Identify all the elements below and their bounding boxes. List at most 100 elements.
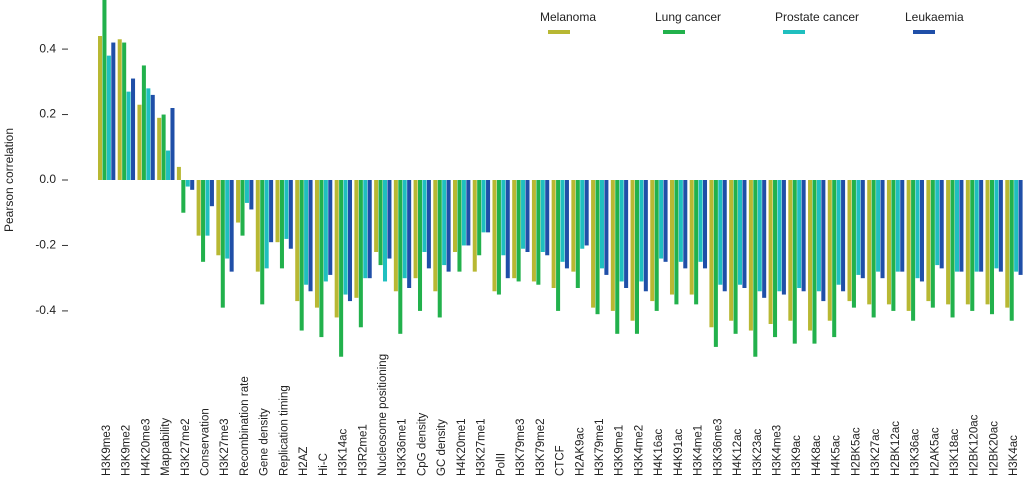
bar [900,180,905,272]
bar [926,180,931,302]
bar [959,180,964,272]
bar [496,180,501,295]
bar [768,180,773,324]
bar [816,180,821,292]
bar [319,180,324,338]
bar [659,180,664,259]
bar [753,180,758,357]
bar [876,180,881,272]
x-tick-label: H4K20me1 [456,418,468,476]
x-tick-label: H3K9ac [791,435,803,476]
bar [808,180,813,331]
bar [773,180,778,338]
bar [98,36,103,180]
x-tick-label: H3K9me1 [614,425,626,476]
bar [974,180,979,272]
bar [374,180,379,252]
bar [209,180,214,207]
bar [540,180,545,252]
legend-swatch [663,30,685,34]
bar [255,180,260,272]
bar [836,180,841,285]
bar [792,180,797,344]
bar [363,180,368,279]
bar [387,180,392,259]
bar [334,180,339,318]
bar [264,180,269,269]
legend-swatch [548,30,570,34]
bar [477,180,482,256]
x-tick-label: Hi-C [318,453,330,476]
x-tick-label: H3K4me2 [633,425,645,476]
bar [216,180,221,256]
bar [812,180,817,344]
bar [536,180,541,285]
x-tick-label: H3K9me3 [101,425,113,476]
bar [718,180,723,285]
x-tick-label: H2BK12ac [890,421,902,476]
bar [841,180,846,292]
x-tick-label: PolII [495,453,507,476]
x-tick-label: H3K4ac [1008,435,1020,476]
bar [343,180,348,295]
bar [472,180,477,272]
x-tick-label: H3K27me2 [180,418,192,476]
x-tick-label: H4K5ac [831,435,843,476]
x-tick-label: H2AK9ac [574,427,586,476]
legend-label: Lung cancer [655,10,721,24]
bar [126,91,131,180]
bar [328,180,333,275]
x-tick-label: H3K36me1 [397,418,409,476]
bar [358,180,363,328]
bar [994,180,999,269]
x-tick-label: H3R2me1 [357,424,369,476]
bar [797,180,802,288]
bar [141,65,146,180]
bar [260,180,265,305]
bar [571,180,576,272]
bar [137,104,142,180]
bar [407,180,412,288]
y-tick-label: 0.2 [39,107,56,121]
bar [911,180,916,321]
bar [748,180,753,331]
bar [906,180,911,311]
x-tick-label: H3K4me1 [693,425,705,476]
bar [122,42,127,180]
x-tick-label: GC density [436,419,448,476]
bar [595,180,600,315]
bar [678,180,683,262]
bar [935,180,940,266]
x-tick-label: H3K79me3 [515,418,527,476]
x-tick-label: Conservation [200,408,212,476]
x-tick-label: H4K20me3 [140,418,152,476]
x-tick-label: CpG density [416,412,428,476]
bar [378,180,383,266]
bar [698,180,703,262]
bar [531,180,536,282]
y-axis-label: Pearson correlation [2,128,16,232]
bar [663,180,668,262]
x-tick-label: H2BK20ac [988,421,1000,476]
bar [176,166,181,180]
bar [284,180,289,239]
bar [398,180,403,334]
bar [954,180,959,272]
bar [269,180,274,243]
bar [466,180,471,246]
bar [525,180,530,252]
bar [965,180,970,305]
bar [788,180,793,321]
bar [895,180,900,272]
bar [150,94,155,180]
y-tick-label: -0.4 [35,303,56,317]
bar [102,0,107,180]
bar [757,180,762,292]
y-tick-label: 0.4 [39,41,56,55]
bar [827,180,832,321]
bar [1018,180,1023,275]
bar [347,180,353,302]
bar [166,150,171,180]
bar [249,180,254,210]
